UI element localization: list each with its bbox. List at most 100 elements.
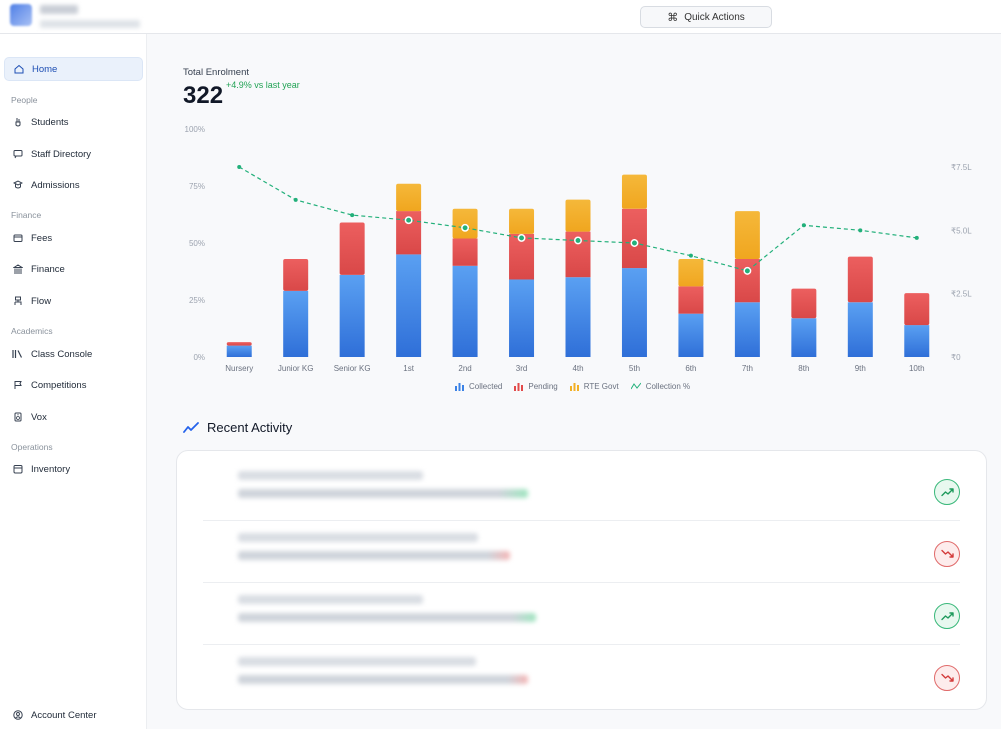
quick-actions-label: Quick Actions: [684, 11, 745, 23]
books-icon: [12, 349, 23, 360]
kpi-value: 322: [183, 82, 224, 109]
collection-pct-point: [914, 235, 919, 240]
bar-rte-govt: [565, 199, 591, 232]
trend-up-icon[interactable]: [934, 479, 960, 505]
command-icon: ⌘: [667, 11, 679, 24]
recent-activity-title: Recent Activity: [207, 420, 293, 435]
y-left-tick-label: 75%: [189, 182, 205, 191]
sidebar-item-label: Fees: [31, 232, 53, 244]
legend-label: RTE Govt: [583, 382, 619, 391]
bar-pending: [734, 258, 760, 303]
bar-collected: [283, 290, 309, 357]
sidebar-item-home[interactable]: Home: [4, 57, 143, 81]
sidebar-item-fees[interactable]: Fees: [4, 226, 143, 250]
chart-legend: Collected Pending RTE Govt Collection %: [455, 382, 690, 391]
legend-item-collected[interactable]: Collected: [455, 382, 502, 391]
bar-rte-govt: [678, 258, 704, 287]
trend-up-icon[interactable]: [934, 603, 960, 629]
recent-activity-header: Recent Activity: [183, 420, 292, 435]
activity-title-blurred: [238, 595, 423, 604]
bar-pending: [283, 258, 309, 291]
bar-pending: [678, 286, 704, 314]
legend-label: Pending: [528, 382, 558, 391]
legend-item-rte-govt[interactable]: RTE Govt: [569, 382, 619, 391]
staff-icon: [12, 149, 23, 160]
bar-collected: [621, 268, 647, 357]
admissions-icon: [12, 180, 23, 191]
activity-detail-blurred: [238, 489, 528, 498]
section-label-academics: Academics: [11, 326, 53, 336]
bar-collected: [734, 302, 760, 357]
sidebar-item-inventory[interactable]: Inventory: [4, 457, 143, 481]
sidebar-item-finance[interactable]: Finance: [4, 257, 143, 281]
y-right-tick-label: ₹0: [951, 353, 961, 362]
sidebar: Home People Students Staff Directory Adm…: [0, 34, 147, 729]
enrolment-chart: 0% 25% 50% 75% 100% ₹0 ₹2.5L ₹5.0L ₹7.5L Nursery J…: [185, 125, 973, 373]
flag-icon: [12, 380, 23, 391]
sidebar-item-label: Flow: [31, 295, 52, 307]
x-tick-label: 9th: [855, 364, 866, 373]
sidebar-item-students[interactable]: Students: [4, 110, 143, 134]
y-right-tick-label: ₹7.5L: [951, 163, 972, 172]
inventory-icon: [12, 464, 23, 475]
org-logo[interactable]: [10, 4, 32, 26]
legend-item-pending[interactable]: Pending: [514, 382, 558, 391]
activity-row[interactable]: [203, 645, 960, 707]
sidebar-item-staff-directory[interactable]: Staff Directory: [4, 142, 143, 166]
bar-rte-govt: [452, 208, 478, 239]
bar-collected: [847, 302, 873, 357]
kpi-label: Total Enrolment: [183, 67, 250, 78]
sidebar-item-label: Students: [31, 116, 69, 128]
x-tick-label: 7th: [742, 364, 753, 373]
sidebar-item-class-console[interactable]: Class Console: [4, 342, 143, 366]
sidebar-item-admissions[interactable]: Admissions: [4, 173, 143, 197]
legend-item-collection-pct[interactable]: Collection %: [630, 382, 691, 391]
bar-collected: [226, 345, 252, 357]
x-tick-label: 2nd: [458, 364, 471, 373]
bank-icon: [12, 264, 23, 275]
sidebar-item-vox[interactable]: Vox: [4, 405, 143, 429]
activity-title-blurred: [238, 657, 476, 666]
collection-pct-point: [293, 197, 298, 202]
quick-actions-button[interactable]: ⌘ Quick Actions: [640, 6, 772, 28]
sidebar-item-label: Competitions: [31, 379, 87, 391]
sidebar-item-label: Home: [32, 63, 58, 75]
activity-title-blurred: [238, 533, 478, 542]
activity-detail-blurred: [238, 675, 528, 684]
bar-rte-govt: [396, 183, 422, 212]
x-tick-label: 4th: [572, 364, 583, 373]
trend-down-icon[interactable]: [934, 665, 960, 691]
sidebar-item-label: Account Center: [31, 709, 97, 721]
sidebar-item-account-center[interactable]: Account Center: [4, 703, 143, 727]
activity-row[interactable]: [203, 459, 960, 521]
y-left-tick-label: 25%: [189, 296, 205, 305]
collection-pct-point: [574, 236, 582, 245]
collection-pct-point: [743, 266, 752, 275]
home-icon: [13, 64, 24, 75]
x-tick-label: 6th: [685, 364, 696, 373]
y-left-tick-label: 50%: [189, 239, 205, 248]
bar-rte-govt: [509, 208, 535, 234]
x-tick-label: Nursery: [225, 364, 253, 373]
legend-label: Collection %: [645, 382, 691, 391]
trend-down-icon[interactable]: [934, 541, 960, 567]
activity-row[interactable]: [203, 521, 960, 583]
bar-pending: [452, 238, 478, 266]
collection-pct-point: [858, 228, 863, 233]
sidebar-item-flow[interactable]: Flow: [4, 289, 143, 313]
activity-title-blurred: [238, 471, 423, 480]
bar-collected: [904, 325, 930, 357]
org-name-blurred: [40, 5, 78, 14]
collection-pct-point: [404, 216, 413, 225]
activity-row[interactable]: [203, 583, 960, 645]
sidebar-item-label: Finance: [31, 263, 65, 275]
x-tick-label: 8th: [798, 364, 809, 373]
bar-pending: [621, 208, 647, 269]
sidebar-item-competitions[interactable]: Competitions: [4, 373, 143, 397]
flow-icon: [12, 296, 23, 307]
main-content: Total Enrolment 322 +4.9% vs last year 0…: [147, 34, 1001, 729]
bar-collected: [339, 274, 365, 357]
y-left-tick-label: 0%: [193, 353, 205, 362]
kpi-delta: +4.9% vs last year: [226, 80, 300, 90]
bar-collected: [565, 277, 591, 357]
